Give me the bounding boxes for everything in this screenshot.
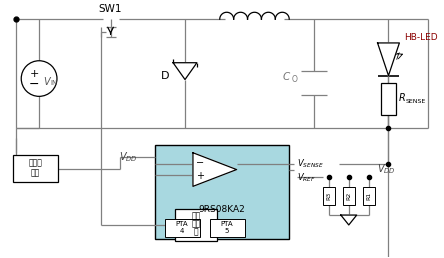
Text: R2: R2: [346, 192, 351, 200]
Bar: [155, 145, 289, 239]
Text: PTA: PTA: [220, 221, 233, 227]
Text: 9RS08KA2: 9RS08KA2: [198, 205, 245, 214]
Bar: [363, 187, 375, 205]
Bar: [165, 219, 200, 237]
Polygon shape: [341, 215, 357, 225]
Text: $C$: $C$: [281, 70, 291, 82]
Text: HB-LED: HB-LED: [404, 33, 438, 42]
Text: O: O: [291, 75, 297, 84]
Bar: [323, 187, 335, 205]
Text: PTA: PTA: [176, 221, 188, 227]
Text: R3: R3: [326, 192, 331, 200]
Text: IN: IN: [50, 80, 57, 86]
Bar: [175, 209, 217, 241]
Text: SENSE: SENSE: [405, 99, 426, 104]
Text: 电平: 电平: [191, 212, 201, 221]
Circle shape: [21, 61, 57, 96]
Bar: [13, 155, 58, 182]
Text: +: +: [29, 69, 39, 79]
Text: D: D: [161, 71, 170, 80]
Text: 器: 器: [194, 227, 198, 236]
Text: $V$: $V$: [43, 75, 52, 86]
Text: $V_{REF}$: $V_{REF}$: [297, 171, 316, 184]
Text: 5: 5: [225, 228, 229, 234]
Text: +: +: [196, 172, 204, 181]
Text: $V_{DD}$: $V_{DD}$: [119, 150, 138, 164]
Text: 电压调: 电压调: [29, 158, 43, 167]
Text: $V_{SENSE}$: $V_{SENSE}$: [297, 157, 324, 170]
Text: $V_{DD}$: $V_{DD}$: [377, 163, 396, 176]
Polygon shape: [377, 43, 400, 76]
Text: 节器: 节器: [31, 168, 40, 177]
Text: SW1: SW1: [99, 4, 122, 14]
Bar: [210, 219, 245, 237]
Text: R1: R1: [366, 192, 371, 200]
Text: −: −: [29, 78, 40, 91]
Bar: [381, 83, 396, 115]
Bar: [343, 187, 355, 205]
Text: 转换: 转换: [191, 220, 201, 229]
Text: 4: 4: [180, 228, 184, 234]
Text: $R$: $R$: [398, 91, 406, 103]
Polygon shape: [173, 63, 197, 79]
Text: −: −: [196, 158, 204, 168]
Polygon shape: [193, 153, 237, 186]
